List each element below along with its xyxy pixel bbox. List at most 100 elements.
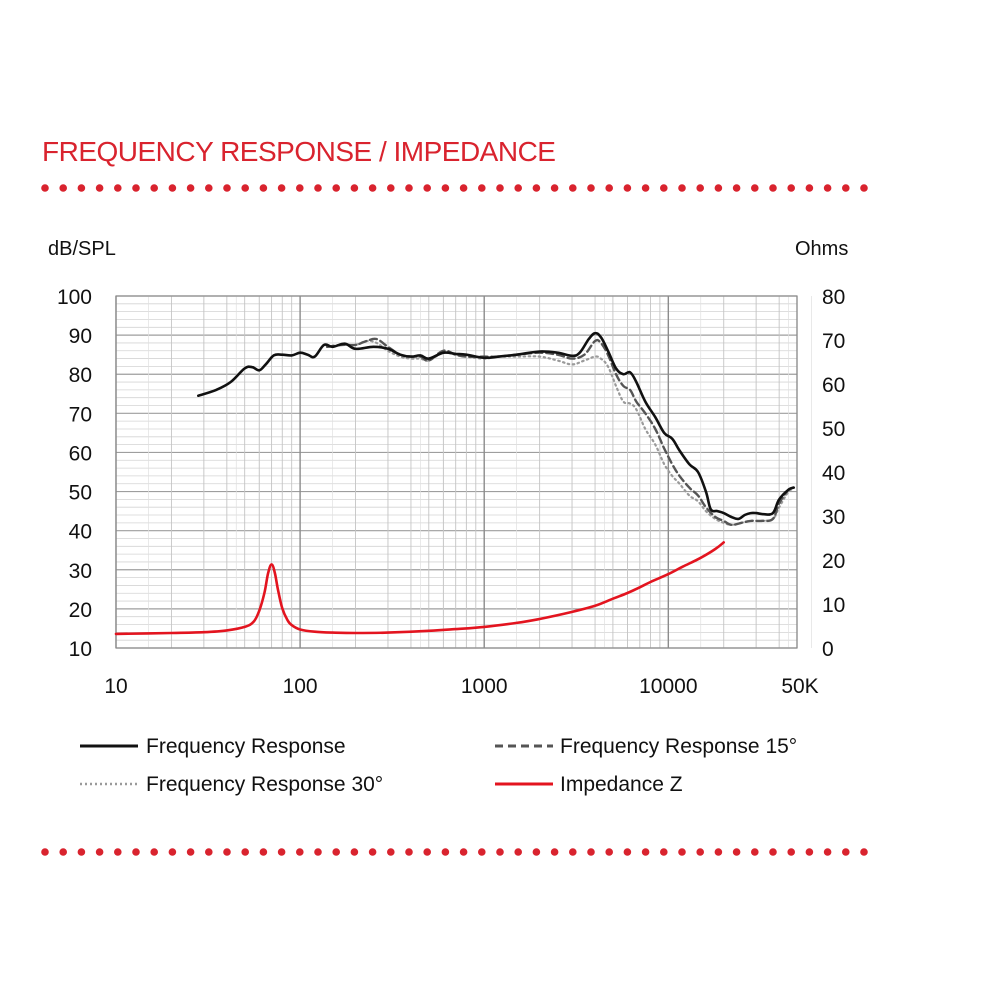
legend-label-frequency-response-15: Frequency Response 15° — [560, 735, 797, 758]
separator-dot — [787, 184, 795, 192]
separator-dot — [696, 184, 704, 192]
separator-dot — [132, 848, 140, 856]
separator-dot — [95, 184, 104, 192]
separator-dot — [532, 848, 541, 856]
separator-dot — [769, 184, 777, 192]
separator-dot — [696, 848, 704, 856]
separator-dot — [805, 184, 814, 192]
separator-dot — [259, 848, 268, 856]
y-left-tick-label: 70 — [69, 403, 92, 426]
legend-label-frequency-response-30: Frequency Response 30° — [146, 773, 383, 796]
separator-dot — [787, 848, 795, 856]
y-left-tick-label: 50 — [69, 482, 92, 505]
separator-dot — [368, 184, 377, 192]
y-left-tick-label: 10 — [69, 638, 92, 661]
separator-dot — [223, 184, 231, 192]
separator-dot — [296, 848, 304, 856]
y-right-tick-label: 0 — [822, 638, 834, 661]
separator-dot — [641, 184, 650, 192]
separator-dot — [296, 184, 304, 192]
separator-dot — [823, 848, 832, 856]
y-right-tick-label: 70 — [822, 330, 845, 353]
y-right-tick-label: 80 — [822, 286, 845, 309]
separator-dot — [186, 184, 195, 192]
separator-dot — [732, 848, 741, 856]
y-left-tick-label: 30 — [69, 560, 92, 583]
separator-dot — [569, 184, 577, 192]
axis-labels: dB/SPL Ohms 1009080706050403020108070605… — [48, 238, 848, 698]
x-tick-label: 1000 — [461, 675, 508, 698]
separator-dot — [387, 848, 395, 856]
separator-dot — [605, 184, 613, 192]
separator-dot — [423, 184, 432, 192]
y-right-tick-label: 30 — [822, 506, 845, 529]
separator-dot — [751, 184, 759, 192]
legend: Frequency Response Frequency Response 15… — [80, 735, 797, 796]
y-right-tick-label: 20 — [822, 550, 845, 573]
separator-dot — [587, 184, 595, 192]
y-left-tick-label: 90 — [69, 325, 92, 348]
chart-title: FREQUENCY RESPONSE / IMPEDANCE — [42, 136, 556, 167]
separator-dot — [842, 848, 850, 856]
separator-dot — [587, 848, 595, 856]
separator-dot — [459, 184, 468, 192]
separator-dot — [350, 184, 359, 192]
separator-dot — [623, 184, 632, 192]
separator-dot — [623, 848, 632, 856]
y-right-axis-label: Ohms — [795, 238, 848, 260]
separator-dot — [205, 184, 213, 192]
separator-dot — [478, 184, 486, 192]
separator-dot — [714, 184, 723, 192]
separator-dot — [368, 848, 377, 856]
separator-dot — [241, 848, 249, 856]
series-lines — [114, 331, 795, 636]
separator-dot — [350, 848, 359, 856]
y-right-tick-label: 40 — [822, 462, 845, 485]
y-right-tick-label: 60 — [822, 374, 845, 397]
x-tick-label: 10 — [104, 675, 127, 698]
separator-dot — [732, 184, 741, 192]
series-impedance — [114, 541, 725, 636]
separator-dot — [114, 848, 122, 856]
separator-dot — [532, 184, 541, 192]
grid — [115, 295, 812, 649]
separator-dot — [714, 848, 723, 856]
separator-dot — [459, 848, 468, 856]
separator-dot — [77, 848, 86, 856]
separator-dot — [823, 184, 832, 192]
separator-dot — [405, 848, 413, 856]
dotted-separator-bottom — [41, 848, 868, 856]
separator-dot — [132, 184, 140, 192]
dotted-separator-top — [41, 184, 868, 192]
separator-dot — [751, 848, 759, 856]
separator-dot — [223, 848, 231, 856]
separator-dot — [41, 848, 49, 856]
separator-dot — [550, 184, 559, 192]
separator-dot — [205, 848, 213, 856]
y-left-tick-label: 20 — [69, 599, 92, 622]
separator-dot — [277, 184, 286, 192]
separator-dot — [678, 184, 686, 192]
separator-dot — [423, 848, 432, 856]
x-tick-label: 50K — [781, 675, 818, 698]
separator-dot — [241, 184, 249, 192]
x-tick-label: 10000 — [639, 675, 697, 698]
separator-dot — [186, 848, 195, 856]
separator-dot — [842, 184, 850, 192]
separator-dot — [332, 184, 341, 192]
plot-frame — [115, 295, 798, 649]
separator-dot — [478, 848, 486, 856]
separator-dot — [641, 848, 650, 856]
separator-dot — [660, 848, 668, 856]
separator-dot — [77, 184, 86, 192]
separator-dot — [805, 848, 814, 856]
separator-dot — [95, 848, 104, 856]
legend-label-frequency-response: Frequency Response — [146, 735, 346, 758]
separator-dot — [59, 184, 67, 192]
separator-dot — [387, 184, 395, 192]
separator-dot — [660, 184, 668, 192]
series-frequency-response — [197, 331, 795, 521]
y-right-tick-label: 10 — [822, 594, 845, 617]
legend-label-impedance: Impedance Z — [560, 773, 683, 796]
